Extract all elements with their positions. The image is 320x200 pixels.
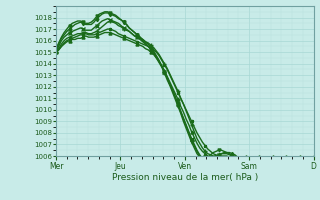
X-axis label: Pression niveau de la mer( hPa ): Pression niveau de la mer( hPa )	[112, 173, 258, 182]
